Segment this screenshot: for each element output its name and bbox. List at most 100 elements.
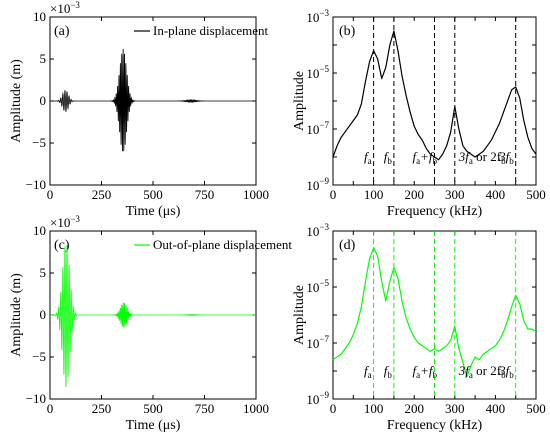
x-tick-label: 200 [404, 187, 424, 202]
frequency-annotation: fa+fb [413, 149, 438, 166]
y-multiplier-base: ×10 [50, 1, 70, 16]
legend-label: In-plane displacement [153, 23, 269, 38]
series-line [50, 48, 256, 152]
y-tick-label: 0 [40, 93, 47, 108]
y-tick-exponent: −9 [319, 390, 329, 400]
panel-label: (c) [54, 238, 70, 253]
y-tick-base: 10 [306, 280, 319, 295]
y-tick-label: 10−3 [306, 222, 329, 239]
y-tick-exponent: −3 [319, 222, 329, 232]
x-tick-label: 100 [364, 401, 384, 416]
annotation-subscript: b [387, 156, 392, 166]
panel-a: 0 250 500 750 1000 −10 −5 0 5 10 ×10−3 Time (μs) Amp… [9, 0, 269, 219]
y-multiplier-exponent: −3 [70, 214, 80, 224]
x-tick-label: 100 [364, 187, 384, 202]
x-axis-label: Frequency (kHz) [387, 418, 483, 433]
y-tick-exponent: −7 [319, 120, 329, 130]
y-tick-base: 10 [306, 66, 319, 81]
y-tick-base: 10 [306, 336, 319, 351]
y-tick-label: 10−7 [306, 334, 329, 351]
y-tick-base: 10 [306, 224, 319, 239]
annotation-subscript: b [509, 156, 514, 166]
y-tick-exponent: −7 [319, 334, 329, 344]
x-tick-label: 500 [143, 187, 163, 202]
y-tick-label: 10−3 [306, 8, 329, 25]
annotation-symbol: f [364, 363, 370, 378]
frequency-annotation: 3fa or 2fb [458, 363, 506, 380]
panel-d: 0 100 200 300 400 50010−910−710−510−3Frequenc… [292, 222, 546, 433]
y-tick-label: 10−9 [306, 176, 329, 193]
annotation-symbol: f [384, 363, 390, 378]
annotation-or: or 2f [473, 149, 502, 164]
x-tick-label: 750 [195, 401, 215, 416]
x-tick-label: 0 [330, 187, 337, 202]
annotation-subscript: a [469, 156, 473, 166]
annotation-subscript: b [509, 370, 514, 380]
x-axis-label: Time (μs) [126, 204, 181, 219]
y-tick-label: −10 [26, 177, 46, 192]
y-axis-label: Amplitude (m) [9, 59, 24, 143]
annotation-symbol: f [413, 149, 419, 164]
annotation-subscript: a [416, 370, 420, 380]
frequency-annotation: fb [384, 363, 393, 380]
annotation-subscript: a [469, 370, 473, 380]
annotation-subscript: b [387, 370, 392, 380]
y-tick-base: 10 [306, 122, 319, 137]
x-tick-label: 500 [526, 401, 546, 416]
x-tick-label: 200 [404, 401, 424, 416]
legend-label: Out-of-plane displacement [153, 237, 292, 252]
x-tick-label: 400 [486, 187, 506, 202]
panel-label: (b) [339, 24, 356, 39]
x-tick-label: 250 [92, 401, 112, 416]
y-tick-label: 5 [40, 265, 47, 280]
y-tick-label: −10 [26, 391, 46, 406]
panel-label: (d) [339, 238, 356, 253]
y-tick-exponent: −5 [319, 64, 329, 74]
x-axis-label: Time (μs) [126, 418, 181, 433]
x-tick-label: 1000 [243, 401, 269, 416]
y-tick-exponent: −9 [319, 176, 329, 186]
frequency-annotation: fa [364, 149, 372, 166]
y-tick-base: 10 [306, 178, 319, 193]
annotation-or: or 2f [473, 363, 502, 378]
y-axis-label: Amplitude (m) [9, 273, 24, 357]
panel-c: 0 250 500 750 1000 −10 −5 0 5 10 ×10−3 Time (μs) Amp… [9, 214, 292, 433]
annotation-symbol: 3f [498, 363, 512, 378]
y-tick-label: −5 [32, 349, 46, 364]
annotation-plus: +f [420, 363, 435, 378]
frequency-annotation: 3fb [498, 363, 514, 380]
annotation-symbol: 3f [458, 149, 472, 164]
annotation-symbol: f [384, 149, 390, 164]
series-line [332, 30, 537, 161]
panel-label: (a) [54, 24, 70, 39]
y-axis-label: Amplitude [292, 71, 307, 131]
x-tick-label: 0 [47, 401, 54, 416]
x-tick-label: 500 [526, 187, 546, 202]
frequency-annotation: fa [364, 363, 372, 380]
y-multiplier-base: ×10 [50, 215, 70, 230]
x-tick-label: 400 [486, 401, 506, 416]
y-tick-exponent: −3 [319, 8, 329, 18]
y-tick-label: 10−7 [306, 120, 329, 137]
annotation-plus-subscript: b [433, 370, 438, 380]
panel-b: 0 100 200 300 400 50010−910−710−510−3Frequenc… [292, 8, 546, 219]
annotation-symbol: 3f [458, 363, 472, 378]
y-tick-label: 10 [33, 9, 46, 24]
x-axis-label: Frequency (kHz) [387, 204, 483, 219]
annotation-or-subscript: b [501, 370, 506, 380]
y-tick-label: −5 [32, 135, 46, 150]
y-tick-label: 10−5 [306, 278, 329, 295]
frequency-annotation: 3fa or 2fb [458, 149, 506, 166]
y-tick-label: 10−5 [306, 64, 329, 81]
y-tick-label: 10 [33, 223, 46, 238]
x-tick-label: 750 [195, 187, 215, 202]
x-tick-label: 0 [47, 187, 54, 202]
x-tick-label: 300 [445, 187, 465, 202]
y-tick-label: 0 [40, 307, 47, 322]
series-line [332, 247, 537, 378]
frequency-annotation: 3fb [498, 149, 514, 166]
annotation-symbol: f [413, 363, 419, 378]
x-tick-label: 1000 [243, 187, 269, 202]
y-axis-label: Amplitude [292, 285, 307, 345]
